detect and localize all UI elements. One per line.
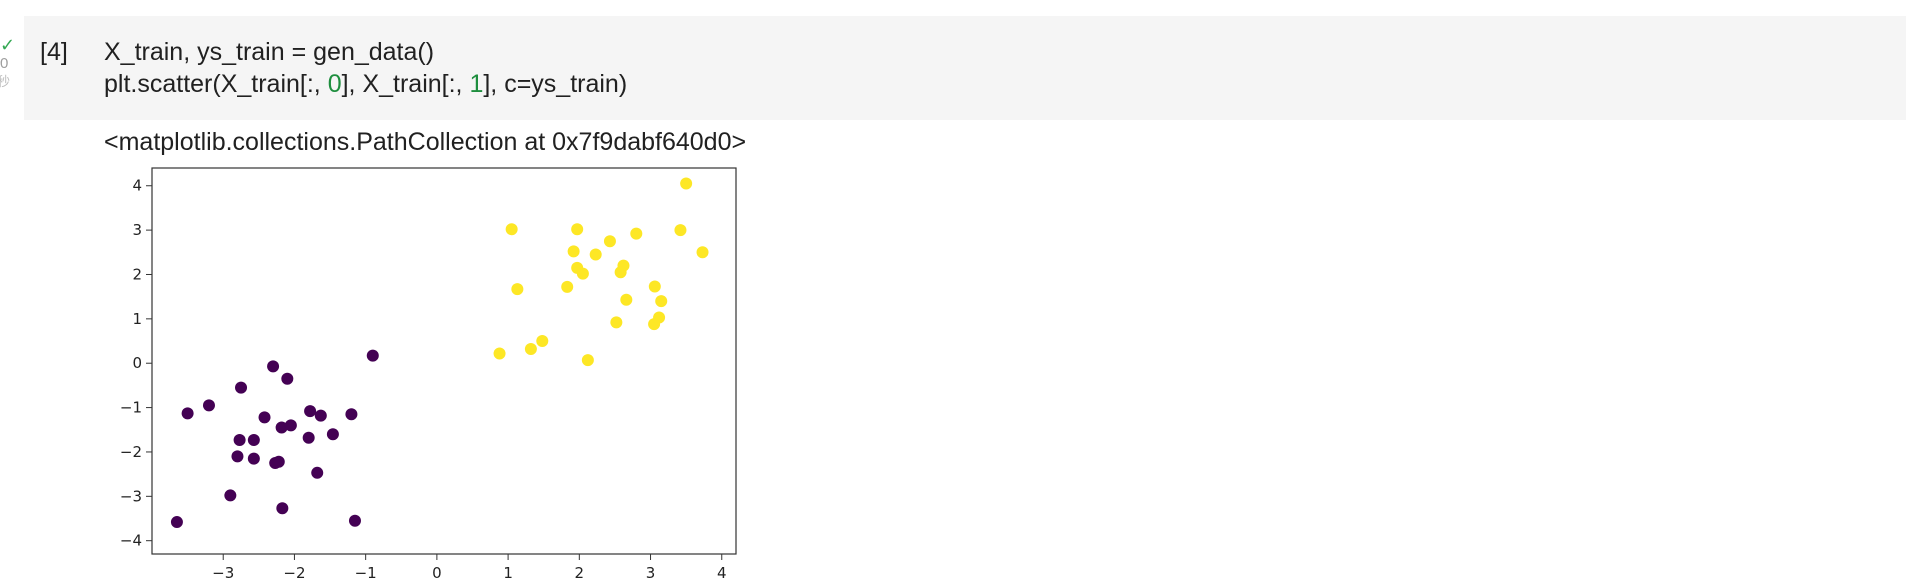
x-tick-label: 3 bbox=[646, 564, 656, 582]
x-tick-label: 2 bbox=[575, 564, 585, 582]
code-line-2: plt.scatter(X_train[:, 0], X_train[:, 1]… bbox=[104, 70, 628, 98]
data-point bbox=[233, 433, 246, 446]
data-point bbox=[610, 316, 623, 329]
data-point bbox=[258, 411, 271, 424]
data-point bbox=[571, 223, 584, 236]
y-tick-label: −4 bbox=[120, 532, 142, 550]
data-point bbox=[281, 372, 294, 385]
data-point bbox=[589, 248, 602, 261]
code-line-1: X_train, ys_train = gen_data() bbox=[104, 38, 435, 66]
code-editor[interactable]: X_train, ys_train = gen_data() plt.scatt… bbox=[104, 36, 627, 100]
data-point bbox=[267, 360, 280, 373]
code-cell[interactable] bbox=[24, 16, 1906, 120]
data-point bbox=[630, 227, 643, 240]
data-point bbox=[648, 280, 661, 293]
data-point bbox=[302, 431, 315, 444]
data-point bbox=[561, 280, 574, 293]
data-point bbox=[326, 428, 339, 441]
data-point bbox=[536, 335, 549, 348]
data-point bbox=[170, 516, 183, 529]
number-literal: 0 bbox=[327, 70, 342, 98]
execution-count: [4] bbox=[40, 38, 68, 66]
elapsed-unit: 秒 bbox=[0, 74, 11, 89]
y-tick-label: 4 bbox=[132, 177, 142, 195]
y-tick-label: −3 bbox=[120, 487, 142, 505]
data-point bbox=[181, 407, 194, 420]
data-point bbox=[304, 405, 317, 418]
data-point bbox=[655, 295, 668, 308]
y-tick-label: −2 bbox=[120, 443, 142, 461]
y-tick-label: 2 bbox=[132, 265, 142, 283]
y-tick-label: 3 bbox=[132, 221, 142, 239]
y-tick-label: 1 bbox=[132, 310, 142, 328]
data-point bbox=[620, 293, 633, 306]
data-point bbox=[366, 349, 379, 362]
data-point bbox=[680, 177, 693, 190]
data-point bbox=[511, 283, 524, 296]
data-point bbox=[505, 223, 518, 236]
data-point bbox=[524, 343, 537, 356]
data-point bbox=[247, 452, 260, 465]
data-point bbox=[202, 399, 215, 412]
plot-frame bbox=[151, 167, 737, 555]
data-point bbox=[275, 421, 288, 434]
data-point bbox=[648, 318, 661, 331]
y-tick-label: 0 bbox=[132, 354, 142, 372]
data-point bbox=[348, 514, 361, 527]
cell-status-gutter: ✓ 0 秒 bbox=[0, 36, 22, 96]
x-tick-label: 0 bbox=[432, 564, 442, 582]
x-tick-label: −1 bbox=[355, 564, 377, 582]
number-literal: 1 bbox=[469, 70, 484, 98]
x-tick-label: 4 bbox=[717, 564, 727, 582]
x-tick-label: −3 bbox=[212, 564, 234, 582]
data-point bbox=[567, 245, 580, 258]
x-tick-label: 1 bbox=[503, 564, 513, 582]
data-point bbox=[284, 419, 297, 432]
data-point bbox=[231, 450, 244, 463]
data-point bbox=[224, 489, 237, 502]
data-point bbox=[345, 408, 358, 421]
data-point bbox=[581, 354, 594, 367]
data-point bbox=[603, 235, 616, 248]
data-point bbox=[276, 502, 289, 515]
check-icon: ✓ bbox=[0, 35, 16, 55]
x-tick-label: −2 bbox=[283, 564, 305, 582]
data-point bbox=[311, 466, 324, 479]
y-tick-label: −1 bbox=[120, 399, 142, 417]
data-point bbox=[314, 409, 327, 422]
data-point bbox=[272, 455, 285, 468]
data-point bbox=[674, 224, 687, 237]
elapsed-time: 0 bbox=[0, 55, 9, 72]
data-point bbox=[696, 246, 709, 259]
scatter-plot: −3 −2 −1 0 1 2 3 4 −4 −3 −2 −1 0 1 2 3 4 bbox=[120, 167, 737, 582]
data-point bbox=[235, 381, 248, 394]
output-repr: <matplotlib.collections.PathCollection a… bbox=[104, 128, 747, 156]
data-point bbox=[614, 266, 627, 279]
data-point bbox=[493, 347, 506, 360]
data-point bbox=[247, 433, 260, 446]
data-point bbox=[576, 267, 589, 280]
